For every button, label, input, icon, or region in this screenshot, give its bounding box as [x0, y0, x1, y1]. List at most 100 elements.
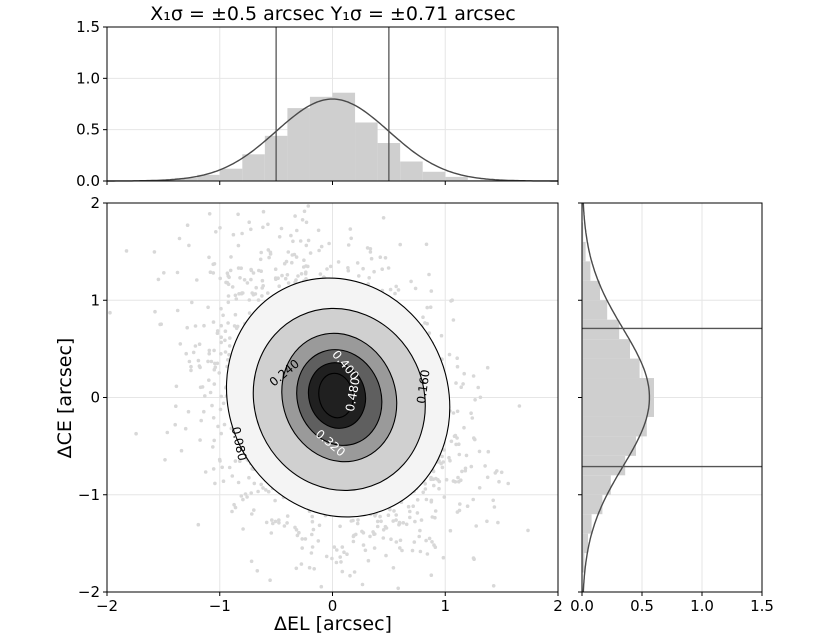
scatter-point	[283, 276, 288, 281]
scatter-point	[250, 512, 254, 516]
scatter-point	[363, 548, 368, 553]
scatter-point	[335, 548, 339, 552]
right-histogram-bar	[582, 416, 647, 437]
scatter-point	[465, 504, 470, 509]
scatter-point	[442, 448, 447, 452]
scatter-point	[249, 559, 254, 564]
scatter-point	[295, 533, 300, 538]
scatter-point	[178, 342, 183, 346]
scatter-point	[418, 528, 422, 533]
scatter-point	[259, 250, 264, 255]
scatter-point	[202, 409, 206, 414]
scatter-point	[454, 381, 458, 385]
scatter-point	[483, 464, 487, 468]
scatter-point	[471, 497, 476, 502]
scatter-point	[366, 558, 371, 563]
scatter-point	[391, 566, 396, 570]
scatter-point	[225, 280, 230, 285]
scatter-point	[394, 513, 399, 517]
scatter-point	[493, 471, 498, 475]
right-histogram-bar	[582, 436, 636, 456]
scatter-point	[471, 374, 476, 378]
scatter-point	[264, 488, 268, 492]
scatter-point	[421, 490, 426, 495]
scatter-point	[424, 538, 428, 543]
scatter-point	[219, 340, 223, 345]
scatter-point	[266, 291, 270, 295]
scatter-point	[300, 537, 305, 541]
scatter-point	[451, 318, 456, 322]
scatter-point	[457, 452, 462, 457]
scatter-point	[193, 344, 198, 348]
scatter-point	[429, 573, 434, 577]
right-histogram-bar	[582, 475, 611, 495]
scatter-point	[302, 258, 306, 263]
top-histogram-bar	[197, 174, 220, 181]
scatter-point	[238, 459, 242, 464]
scatter-point	[448, 528, 453, 533]
scatter-point	[241, 527, 245, 531]
scatter-point	[348, 227, 353, 231]
scatter-point	[173, 422, 177, 427]
scatter-point	[451, 411, 456, 415]
scatter-point	[183, 426, 188, 431]
scatter-point	[208, 390, 213, 395]
scatter-point	[440, 454, 444, 459]
scatter-point	[428, 305, 433, 310]
right-histogram-bar	[582, 533, 588, 554]
y-tick-label: −1	[78, 486, 100, 504]
scatter-point	[338, 524, 342, 529]
scatter-point	[348, 573, 352, 578]
scatter-point	[473, 398, 477, 402]
scatter-point	[491, 584, 496, 588]
scatter-point	[306, 264, 310, 269]
top-histogram-bar	[242, 154, 265, 181]
scatter-point	[209, 359, 214, 364]
scatter-point	[310, 519, 315, 524]
right-histogram-bar	[582, 280, 600, 301]
scatter-point	[245, 281, 250, 285]
scatter-point	[499, 470, 504, 475]
scatter-point	[485, 519, 489, 524]
scatter-point	[386, 513, 391, 517]
scatter-point	[223, 338, 227, 343]
scatter-point	[355, 521, 360, 526]
scatter-point	[427, 272, 431, 277]
scatter-point	[485, 365, 490, 370]
scatter-point	[336, 260, 341, 264]
scatter-point	[427, 331, 432, 335]
top-y-tick-label: 1.0	[76, 69, 100, 87]
top-y-tick-label: 0.0	[76, 172, 100, 190]
right-histogram-bar	[582, 358, 640, 379]
right-histogram-bar	[582, 300, 608, 320]
scatter-point	[249, 227, 253, 232]
scatter-point	[219, 394, 223, 399]
scatter-point	[268, 578, 272, 582]
right-histogram-bar	[582, 514, 592, 534]
scatter-point	[415, 511, 420, 515]
scatter-point	[247, 298, 252, 302]
scatter-point	[238, 276, 242, 280]
scatter-point	[189, 368, 193, 373]
scatter-point	[346, 243, 351, 247]
top-histogram-panel: 0.0 0.5 1.0 1.5	[76, 18, 559, 190]
scatter-point	[239, 266, 243, 271]
scatter-point	[351, 518, 355, 523]
scatter-point	[286, 281, 291, 285]
scatter-point	[152, 250, 157, 254]
chart-title: X₁σ = ±0.5 arcsec Y₁σ = ±0.71 arcsec	[150, 3, 515, 25]
scatter-point	[293, 214, 297, 218]
top-histogram-bar	[332, 92, 356, 181]
scatter-point	[368, 247, 373, 251]
top-histogram-bar	[445, 176, 468, 181]
scatter-point	[226, 321, 230, 325]
scatter-point	[346, 268, 351, 273]
scatter-point	[340, 545, 345, 549]
y-tick-label: −2	[78, 583, 100, 601]
scatter-point	[294, 566, 299, 571]
right-histogram-x-ticks: 0.0 0.5 1.0 1.5	[570, 202, 774, 615]
scatter-point	[299, 272, 304, 276]
scatter-point	[229, 255, 233, 259]
scatter-point	[463, 468, 468, 473]
